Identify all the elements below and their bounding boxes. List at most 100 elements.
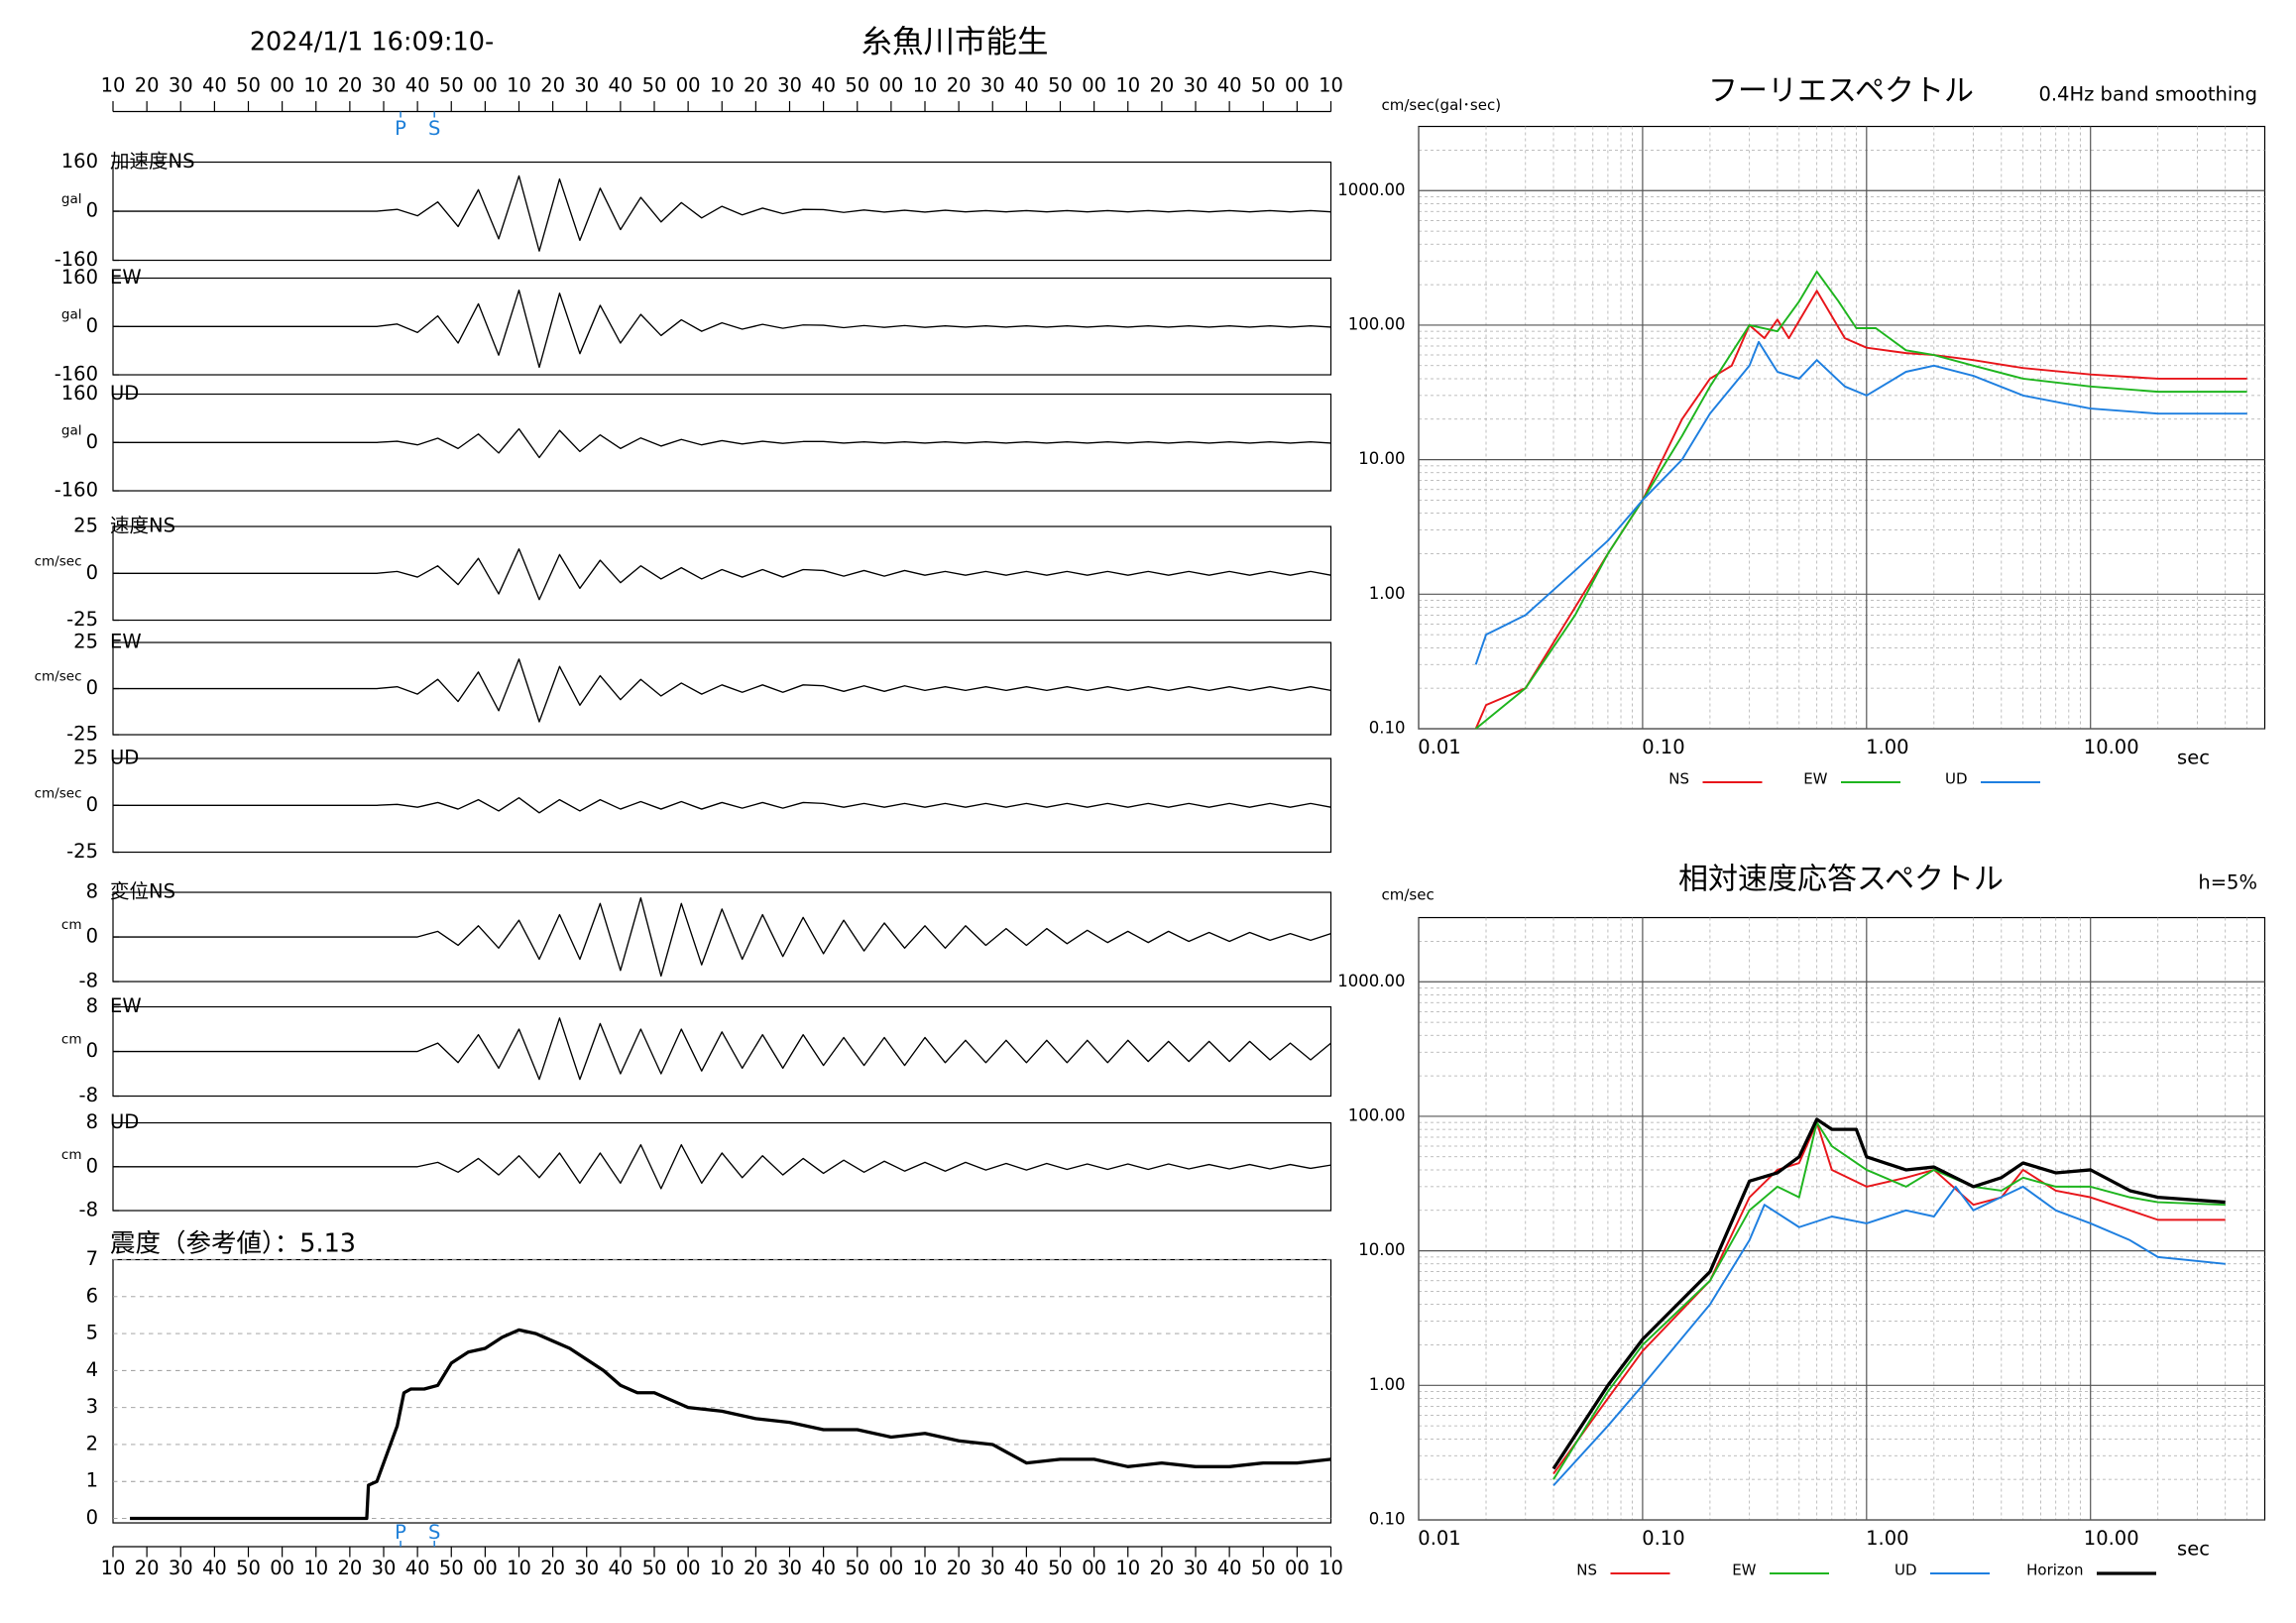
time-tick-label: 00: [1285, 74, 1310, 97]
panel-title: 震度（参考値）：5.13: [110, 1229, 356, 1259]
time-tick-label: 50: [642, 1557, 667, 1579]
y-tick-label: -25: [66, 608, 98, 631]
y-tick-label: 0: [86, 1154, 98, 1177]
y-tick-label: 10.00: [1358, 1240, 1405, 1259]
time-tick-label: 00: [270, 1557, 294, 1579]
time-tick-label: 40: [811, 74, 836, 97]
time-tick-label: 40: [608, 74, 632, 97]
time-tick-label: 10: [101, 1557, 126, 1579]
time-tick-label: 40: [1217, 1557, 1242, 1579]
chart-title: 相対速度応答スペクトル: [1678, 863, 2004, 897]
y-tick-label: 0: [86, 676, 98, 699]
y-unit: cm: [61, 1147, 82, 1163]
y-unit: cm: [61, 1032, 82, 1048]
time-tick-label: 10: [303, 74, 328, 97]
y-tick-label: 3: [86, 1395, 98, 1418]
legend-label: EW: [1803, 770, 1827, 788]
time-tick-label: 10: [101, 74, 126, 97]
y-unit: gal: [61, 422, 82, 438]
y-tick-label: 4: [86, 1358, 98, 1381]
time-tick-label: 20: [947, 74, 972, 97]
phase-label: S: [428, 1521, 440, 1544]
time-tick-label: 10: [507, 1557, 531, 1579]
x-tick-label: 0.10: [1642, 736, 1684, 758]
time-tick-label: 20: [540, 1557, 565, 1579]
time-tick-label: 00: [1082, 74, 1106, 97]
y-tick-label: 25: [73, 515, 98, 537]
time-tick-label: 40: [1014, 74, 1039, 97]
y-tick-label: 7: [86, 1247, 98, 1270]
y-tick-label: 0: [86, 561, 98, 584]
time-tick-label: 40: [405, 74, 430, 97]
y-tick-label: 0: [86, 430, 98, 453]
time-tick-label: 20: [1149, 1557, 1174, 1579]
legend-label: Horizon: [2026, 1562, 2083, 1579]
time-tick-label: 30: [574, 1557, 599, 1579]
spectrum-line: [1474, 340, 2247, 665]
time-tick-label: 00: [676, 74, 701, 97]
time-tick-label: 30: [169, 1557, 193, 1579]
panel-title: 加速度NS: [110, 150, 194, 173]
phase-label: P: [395, 1521, 406, 1544]
time-tick-label: 40: [811, 1557, 836, 1579]
y-tick-label: 8: [86, 880, 98, 903]
y-unit: cm/sec: [35, 785, 82, 801]
y-unit: cm/sec: [35, 669, 82, 685]
y-tick-label: 160: [61, 150, 98, 173]
chart-subtitle: h=5%: [2198, 871, 2257, 894]
y-tick-label: -8: [79, 1199, 98, 1221]
y-unit: gal: [61, 306, 82, 322]
time-tick-label: 00: [473, 1557, 498, 1579]
legend-label: UD: [1894, 1562, 1917, 1579]
x-tick-label: 1.00: [1866, 1527, 1908, 1550]
time-tick-label: 30: [980, 74, 1005, 97]
intensity-line: [130, 1328, 1331, 1521]
y-tick-label: 0.10: [1369, 719, 1406, 738]
panel-title: UD: [110, 1110, 139, 1133]
time-tick-label: 30: [1184, 1557, 1208, 1579]
time-tick-label: 30: [372, 1557, 397, 1579]
time-tick-label: 10: [1319, 1557, 1343, 1579]
waveform: [113, 427, 1331, 459]
y-tick-label: 25: [73, 631, 98, 653]
time-tick-label: 40: [1014, 1557, 1039, 1579]
time-tick-label: 20: [947, 1557, 972, 1579]
time-tick-label: 00: [878, 1557, 903, 1579]
y-tick-label: 10.00: [1358, 449, 1405, 468]
time-tick-label: 40: [405, 1557, 430, 1579]
spectrum-line: [1552, 1121, 2226, 1480]
y-tick-label: 0: [86, 199, 98, 222]
y-tick-label: -8: [79, 970, 98, 992]
time-tick-label: 40: [202, 74, 227, 97]
waveform: [113, 658, 1331, 723]
y-tick-label: -160: [55, 479, 98, 502]
time-tick-label: 00: [473, 74, 498, 97]
y-tick-label: 5: [86, 1322, 98, 1344]
y-tick-label: 6: [86, 1284, 98, 1307]
waveform: [113, 174, 1331, 252]
time-tick-label: 00: [270, 74, 294, 97]
panel-title: EW: [110, 994, 142, 1017]
time-tick-label: 20: [540, 74, 565, 97]
y-tick-label: -160: [55, 248, 98, 271]
spectrum-line: [1475, 270, 2247, 730]
y-tick-label: 0: [86, 1506, 98, 1529]
time-tick-label: 30: [169, 74, 193, 97]
panel-title: UD: [110, 382, 139, 405]
y-tick-label: 0.10: [1369, 1510, 1406, 1529]
y-tick-label: 1000.00: [1337, 180, 1405, 199]
time-tick-label: 20: [337, 1557, 362, 1579]
time-tick-label: 00: [878, 74, 903, 97]
time-tick-label: 30: [574, 74, 599, 97]
y-tick-label: 25: [73, 747, 98, 769]
y-tick-label: -25: [66, 840, 98, 863]
time-tick-label: 10: [303, 1557, 328, 1579]
waveform: [113, 1017, 1331, 1081]
time-tick-label: 20: [135, 74, 160, 97]
y-tick-label: -160: [55, 363, 98, 386]
panel-title: UD: [110, 747, 139, 769]
y-tick-label: 1.00: [1369, 584, 1406, 603]
panel-title: EW: [110, 266, 142, 289]
